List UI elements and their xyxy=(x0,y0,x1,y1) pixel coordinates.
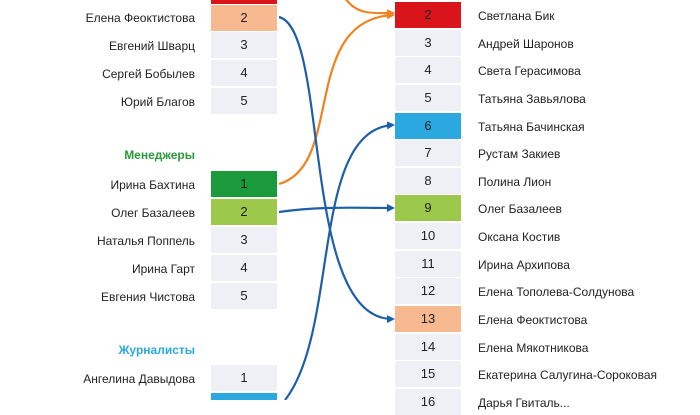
right-name-salugina: Екатерина Салугина-Сороковая xyxy=(478,368,657,382)
left-name-bakhtina: Ирина Бахтина xyxy=(110,178,195,192)
right-rank-5: 5 xyxy=(395,85,461,111)
left-rank-bakhtina: 1 xyxy=(211,171,277,197)
orange-arrow-bakhtina xyxy=(278,11,395,186)
right-rank-3: 3 xyxy=(395,30,461,56)
right-name-bik: Светлана Бик xyxy=(478,9,555,23)
right-name-sharonov: Андрей Шаронов xyxy=(478,37,574,51)
right-name-bazaleev: Олег Базалеев xyxy=(478,202,562,216)
right-name-zavyalova: Татьяна Завьялова xyxy=(478,92,586,106)
left-name-bazaleev: Олег Базалеев xyxy=(111,206,195,220)
right-name-gerasimova: Света Герасимова xyxy=(478,64,581,78)
left-name-davydova: Ангелина Давыдова xyxy=(83,372,195,386)
left-name-gart: Ирина Гарт xyxy=(131,262,195,276)
right-rank-11: 11 xyxy=(395,251,461,277)
right-name-feoktistova: Елена Феоктистова xyxy=(478,313,588,327)
right-rank-6: 6 xyxy=(395,113,461,139)
left-rank-gart: 4 xyxy=(211,255,277,281)
right-name-topoleva: Елена Тополева-Солдунова xyxy=(478,285,635,299)
left-rank-davydova: 1 xyxy=(211,365,277,391)
left-rank-shvarts: 3 xyxy=(211,32,277,58)
right-rank-4: 4 xyxy=(395,57,461,83)
left-name-feoktistova: Елена Феоктистова xyxy=(85,11,195,25)
section-title-journalists: Журналисты xyxy=(118,343,195,357)
left-name-bobylev: Сергей Бобылев xyxy=(102,67,195,81)
left-name-poppel: Наталья Поппель xyxy=(96,234,195,248)
right-rank-9: 9 xyxy=(395,195,461,221)
left-top-partial-cell xyxy=(211,0,277,4)
left-rank-feoktistova: 2 xyxy=(211,5,277,31)
right-name-lion: Полина Лион xyxy=(478,175,552,189)
connector-arrows xyxy=(278,0,395,400)
left-name-chistova: Евгения Чистова xyxy=(101,290,195,304)
blue-arrow-bazaleev xyxy=(278,203,395,214)
right-name-arkhipova: Ирина Архипова xyxy=(478,258,570,272)
right-rank-15: 15 xyxy=(395,361,461,387)
left-name-shvarts: Евгений Шварц xyxy=(109,39,195,53)
left-rank-blagov: 5 xyxy=(211,88,277,114)
right-rank-7: 7 xyxy=(395,140,461,166)
right-rank-12: 12 xyxy=(395,278,461,304)
left-name-blagov: Юрий Благов xyxy=(120,95,195,109)
blue-arrow-feoktistova xyxy=(278,15,395,324)
right-rank-14: 14 xyxy=(395,334,461,360)
right-rank-10: 10 xyxy=(395,223,461,249)
right-rank-2: 2 xyxy=(395,2,461,28)
right-rank-13: 13 xyxy=(395,306,461,332)
right-name-bachinskaya: Татьяна Бачинская xyxy=(478,120,585,134)
left-rank-poppel: 3 xyxy=(211,227,277,253)
left-rank-bobylev: 4 xyxy=(211,60,277,86)
left-rank-chistova: 5 xyxy=(211,283,277,309)
orange-arrow-top xyxy=(345,0,395,18)
left-bottom-partial-cell xyxy=(211,393,277,400)
left-rank-bazaleev: 2 xyxy=(211,199,277,225)
right-name-zakiev: Рустам Закиев xyxy=(478,147,561,161)
right-name-kostiv: Оксана Костив xyxy=(478,230,561,244)
right-name-myakotnikova: Елена Мякотникова xyxy=(478,341,589,355)
blue-arrow-bachinskaya xyxy=(284,121,395,400)
right-rank-8: 8 xyxy=(395,168,461,194)
section-title-managers: Менеджеры xyxy=(124,148,195,162)
